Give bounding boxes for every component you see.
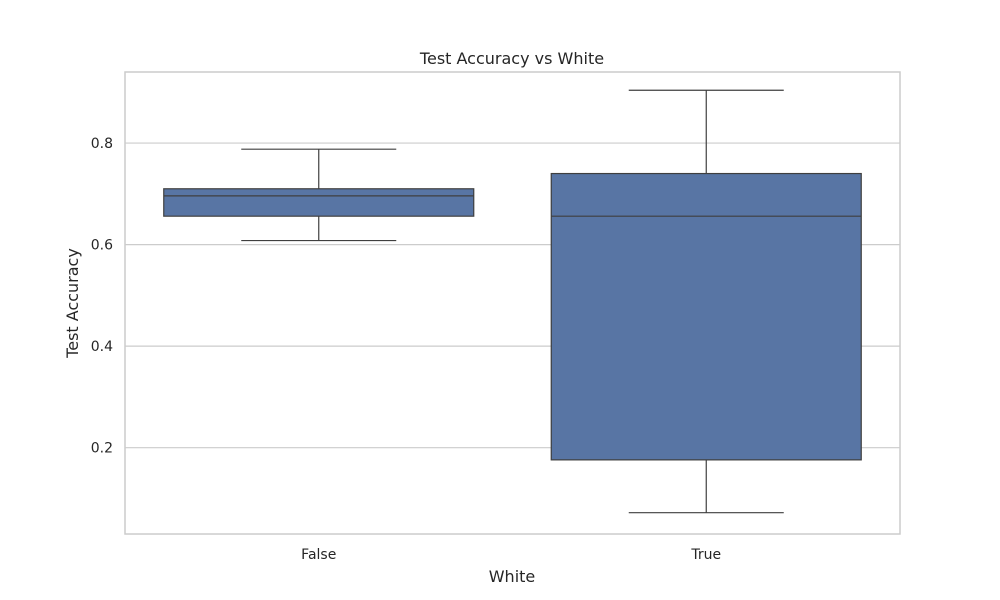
y-axis-label: Test Accuracy	[63, 248, 82, 359]
y-axis-ticks: 0.2 0.4 0.6 0.8	[91, 136, 113, 457]
y-tick-label: 0.8	[91, 136, 113, 152]
x-axis-ticks: False True	[301, 547, 721, 563]
box-true	[550, 89, 862, 514]
y-tick-label: 0.2	[91, 441, 113, 457]
iqr-box	[550, 172, 862, 461]
x-tick-label: False	[301, 547, 336, 563]
iqr-box	[163, 188, 475, 217]
x-axis-label: White	[489, 567, 536, 586]
y-tick-label: 0.4	[91, 339, 113, 355]
box-false	[163, 148, 475, 242]
plot-area-frame	[124, 71, 901, 535]
chart-title: Test Accuracy vs White	[419, 49, 604, 68]
boxes	[163, 89, 862, 514]
x-tick-label: True	[690, 547, 721, 563]
y-tick-label: 0.6	[91, 238, 113, 254]
